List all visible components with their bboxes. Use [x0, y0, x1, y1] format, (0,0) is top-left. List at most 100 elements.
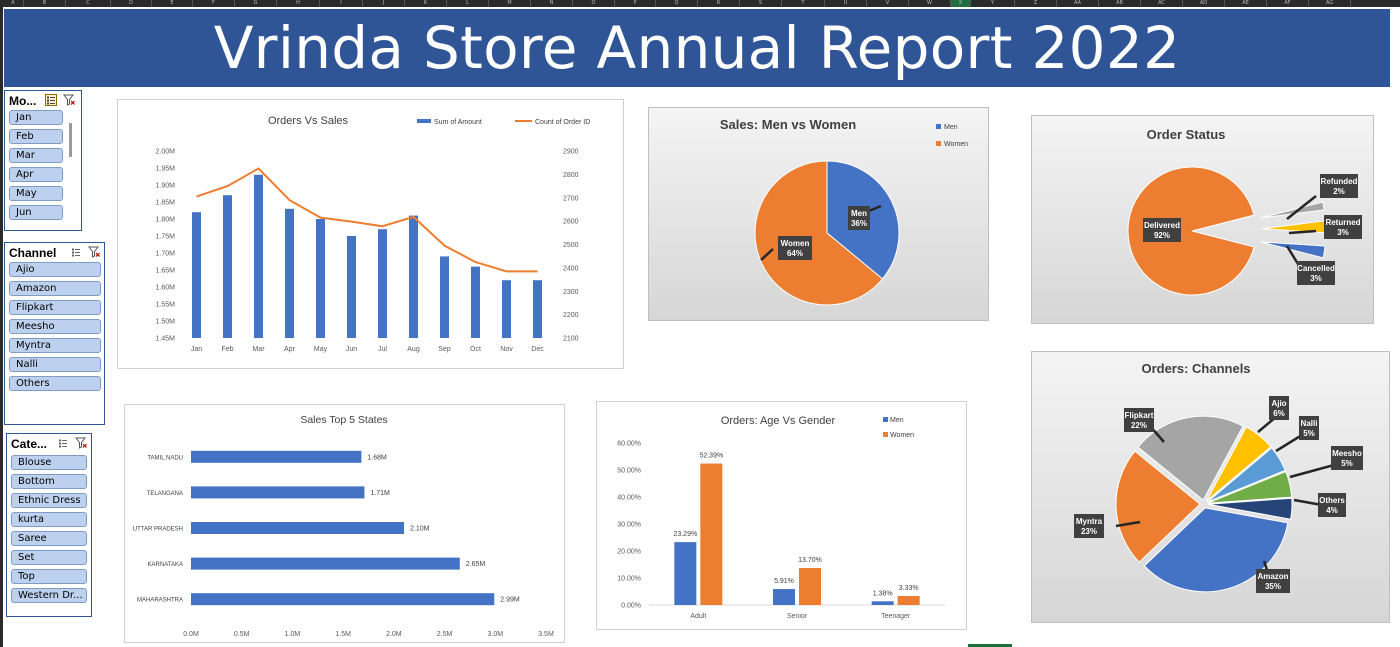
column-header-z[interactable]: Z	[1015, 0, 1057, 7]
channel-slicer-item[interactable]: Flipkart	[9, 300, 101, 315]
month-slicer-item[interactable]: Mar	[9, 148, 63, 163]
column-header-l[interactable]: L	[447, 0, 489, 7]
channel-slicer-header: Channel	[5, 243, 104, 263]
column-header-x[interactable]: X	[951, 0, 971, 7]
channel-slicer[interactable]: Channel Ajio Amazon Flipkart Meesho Myntra Na…	[4, 242, 105, 425]
column-header-ab[interactable]: AB	[1099, 0, 1141, 7]
column-header-v[interactable]: V	[867, 0, 909, 7]
column-header-i[interactable]: I	[320, 0, 363, 7]
top-states-chart[interactable]: Sales Top 5 States 0.0M 0.5M 1.0M 1.5M 2.0M 2.…	[124, 404, 565, 643]
category-slicer-item[interactable]: Ethnic Dress	[11, 493, 87, 508]
multi-select-icon[interactable]	[70, 246, 82, 258]
column-header-af[interactable]: AF	[1267, 0, 1309, 7]
legend-swatch-women	[936, 141, 941, 146]
column-header-g[interactable]: G	[235, 0, 277, 7]
column-header-t[interactable]: T	[782, 0, 825, 7]
leader-line	[1285, 245, 1300, 265]
data-label: Amazon	[1257, 572, 1288, 581]
column-header-s[interactable]: S	[740, 0, 782, 7]
column-header-q[interactable]: Q	[656, 0, 698, 7]
column-header-r[interactable]: R	[698, 0, 740, 7]
month-slicer-item[interactable]: Jun	[9, 205, 63, 220]
age-vs-gender-chart[interactable]: Orders: Age Vs Gender Men Women 0.00% 10.00%…	[596, 401, 967, 630]
category-slicer-item[interactable]: Top	[11, 569, 87, 584]
channel-slicer-item[interactable]: Others	[9, 376, 101, 391]
leader-line	[1275, 433, 1303, 453]
multi-select-icon[interactable]	[57, 437, 69, 449]
y-tick-label: TAMIL NADU	[147, 455, 183, 461]
column-header-p[interactable]: P	[615, 0, 656, 7]
month-slicer-scrollbar[interactable]	[69, 123, 72, 157]
category-slicer-item[interactable]: Blouse	[11, 455, 87, 470]
column-header-f[interactable]: F	[193, 0, 235, 7]
month-slicer[interactable]: Mo... Jan Feb Mar Apr May Jun	[4, 90, 82, 231]
clear-filter-icon[interactable]	[75, 437, 87, 449]
pie-slice-nalli	[1207, 447, 1286, 503]
category-slicer-item[interactable]: Western Dr...	[11, 588, 87, 603]
y2-tick-label: 2200	[563, 312, 579, 319]
bar-state	[191, 593, 495, 606]
column-header-o[interactable]: O	[573, 0, 615, 7]
category-slicer-item[interactable]: kurta	[11, 512, 87, 527]
channel-slicer-item[interactable]: Ajio	[9, 262, 101, 277]
data-label: 5%	[1303, 429, 1315, 438]
category-slicer-item[interactable]: Set	[11, 550, 87, 565]
month-slicer-item[interactable]: Jan	[9, 110, 63, 125]
x-tick-label: 1.5M	[335, 631, 351, 638]
column-header-d[interactable]: D	[111, 0, 152, 7]
data-label: Others	[1319, 496, 1345, 505]
category-slicer-item[interactable]: Saree	[11, 531, 87, 546]
column-header-j[interactable]: J	[363, 0, 405, 7]
column-header-a[interactable]: A	[3, 0, 24, 7]
orders-vs-sales-chart[interactable]: Orders Vs Sales Sum of Amount Count of Ord…	[117, 99, 624, 369]
x-tick-label: 3.5M	[538, 631, 554, 638]
legend-label: Men	[890, 417, 904, 424]
y-tick-label: 1.50M	[156, 319, 176, 326]
orders-channels-chart[interactable]: Orders: Channels Amazon 35% Myntra 23% Flipka…	[1031, 351, 1390, 623]
month-slicer-item[interactable]: May	[9, 186, 63, 201]
order-status-chart[interactable]: Order Status Delivered 92% Refunded 2% Return…	[1031, 115, 1374, 324]
y2-tick-label: 2700	[563, 195, 579, 202]
column-header-b[interactable]: B	[24, 0, 66, 7]
category-slicer[interactable]: Cate... Blouse Bottom Ethnic Dress kurta Sar…	[6, 433, 92, 617]
channel-slicer-item[interactable]: Amazon	[9, 281, 101, 296]
column-header-ae[interactable]: AE	[1225, 0, 1267, 7]
column-header-aa[interactable]: AA	[1057, 0, 1099, 7]
column-header-ag[interactable]: AG	[1309, 0, 1351, 7]
y-tick-label: 2.00M	[156, 149, 176, 156]
column-header-n[interactable]: N	[531, 0, 573, 7]
column-header-u[interactable]: U	[825, 0, 867, 7]
month-slicer-item[interactable]: Apr	[9, 167, 63, 182]
y-tick-label: 1.70M	[156, 251, 176, 258]
channel-slicer-item[interactable]: Nalli	[9, 357, 101, 372]
legend-swatch-men	[883, 417, 888, 422]
clear-filter-icon[interactable]	[88, 246, 100, 258]
column-header-k[interactable]: K	[405, 0, 447, 7]
multi-select-icon[interactable]	[45, 94, 57, 106]
month-slicer-item[interactable]: Feb	[9, 129, 63, 144]
column-header-ad[interactable]: AD	[1183, 0, 1225, 7]
y2-tick-label: 2500	[563, 242, 579, 249]
x-tick-label: Dec	[531, 346, 544, 353]
column-header-w[interactable]: W	[909, 0, 951, 7]
column-header-c[interactable]: C	[66, 0, 111, 7]
category-slicer-item[interactable]: Bottom	[11, 474, 87, 489]
men-vs-women-chart[interactable]: Sales: Men vs Women Men Women Men 36% Women 64…	[648, 107, 989, 321]
data-label: 2%	[1333, 187, 1345, 196]
channel-slicer-item[interactable]: Myntra	[9, 338, 101, 353]
column-header-ac[interactable]: AC	[1141, 0, 1183, 7]
data-label: 4%	[1326, 506, 1338, 515]
selected-cell-indicator	[968, 644, 1012, 647]
column-header-e[interactable]: E	[152, 0, 193, 7]
data-label: 3%	[1310, 274, 1322, 283]
column-header-y[interactable]: Y	[971, 0, 1015, 7]
channel-slicer-item[interactable]: Meesho	[9, 319, 101, 334]
clear-filter-icon[interactable]	[63, 94, 75, 106]
x-tick-label: 0.0M	[183, 631, 199, 638]
column-header-h[interactable]: H	[277, 0, 320, 7]
x-tick-label: 2.5M	[437, 631, 453, 638]
bar-men	[871, 601, 894, 605]
column-header-m[interactable]: M	[489, 0, 531, 7]
y-tick-label: 1.80M	[156, 217, 176, 224]
callout-returned	[1324, 215, 1362, 239]
